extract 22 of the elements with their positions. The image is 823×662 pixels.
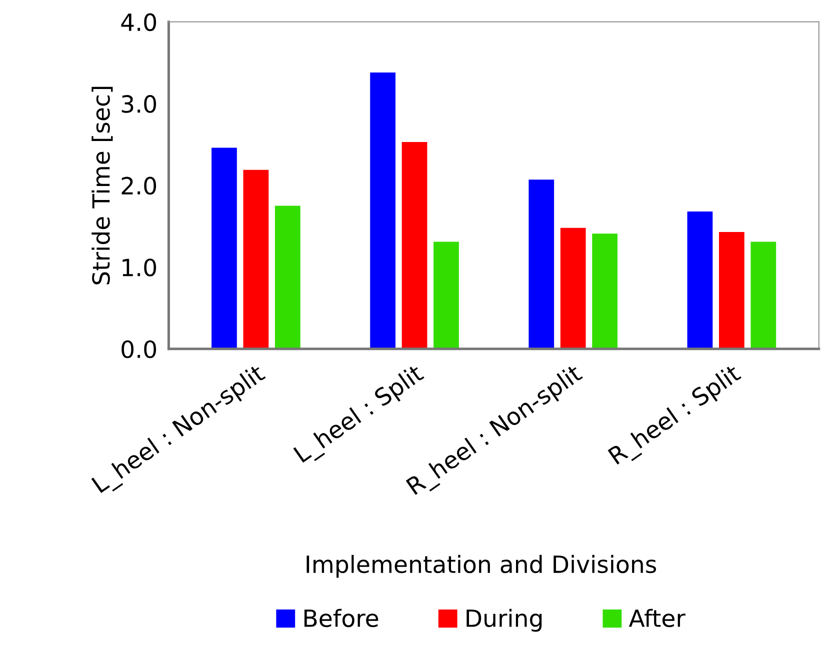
bar xyxy=(528,180,554,349)
bar xyxy=(750,242,776,349)
bar xyxy=(560,228,586,349)
bar xyxy=(592,234,618,349)
bar xyxy=(243,170,269,349)
bar xyxy=(718,232,744,349)
legend-label: After xyxy=(628,608,686,628)
y-tick-label: 1.0 xyxy=(122,258,156,276)
bar xyxy=(687,212,713,349)
y-tick-label: 4.0 xyxy=(121,13,156,32)
bar xyxy=(370,72,396,349)
legend-label: Before xyxy=(304,608,378,628)
bar xyxy=(212,148,237,349)
bar xyxy=(434,242,459,349)
bar xyxy=(402,142,428,349)
y-tick-label: 3.0 xyxy=(122,95,156,113)
x-axis-title: Implementation and Divisions xyxy=(306,554,656,578)
legend-label: During xyxy=(466,608,542,632)
bar xyxy=(274,206,300,349)
y-tick-label: 2.0 xyxy=(122,176,156,195)
y-axis-title: Stride Time [sec] xyxy=(92,86,113,284)
y-tick-label: 0.0 xyxy=(122,340,156,358)
